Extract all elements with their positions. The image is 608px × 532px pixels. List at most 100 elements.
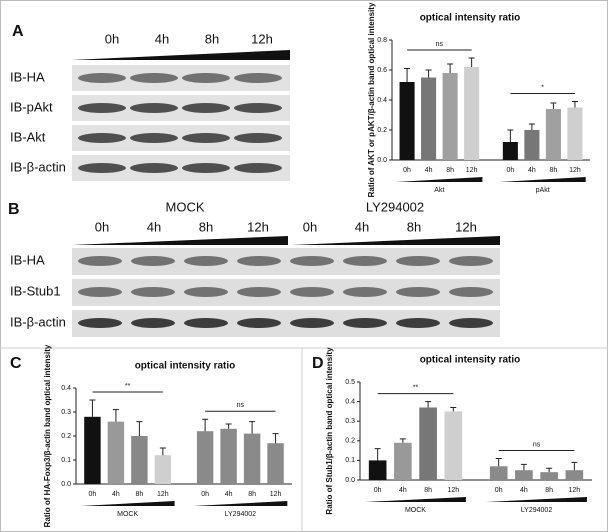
x-tick-label: 12h xyxy=(569,167,581,174)
x-tick-label: 8h xyxy=(424,487,432,494)
y-axis-label: Ratio of HA-Foxp3/β-actin band optical i… xyxy=(43,344,52,527)
annotation: ns xyxy=(237,402,245,409)
error-bar xyxy=(272,433,279,444)
y-tick-label: 0.2 xyxy=(377,127,387,134)
group-label: MOCK xyxy=(117,511,138,518)
lane-label: 12h xyxy=(247,219,269,234)
group-label: LY294002 xyxy=(366,199,424,214)
band xyxy=(234,103,282,113)
row-label: IB-Akt xyxy=(10,129,46,144)
band xyxy=(78,133,126,143)
band xyxy=(343,256,387,266)
y-tick-label: 0.0 xyxy=(345,477,355,484)
band xyxy=(182,73,230,83)
error-bar xyxy=(159,447,166,456)
x-tick-label: 12h xyxy=(270,491,282,498)
bar xyxy=(442,73,458,160)
x-tick-label: 4h xyxy=(399,487,407,494)
y-tick-label: 0.3 xyxy=(345,418,355,425)
band xyxy=(237,256,281,266)
bar xyxy=(368,460,387,480)
y-tick-label: 0.0 xyxy=(61,481,71,488)
band xyxy=(182,133,230,143)
x-tick-label: 4h xyxy=(520,487,528,494)
bar xyxy=(220,428,237,484)
x-tick-label: 8h xyxy=(135,491,143,498)
error-bar xyxy=(225,423,232,429)
y-tick-label: 0.4 xyxy=(377,97,387,104)
group-label: MOCK xyxy=(166,199,205,214)
lane-label: 4h xyxy=(147,219,161,234)
x-tick-label: 8h xyxy=(446,167,454,174)
band xyxy=(234,163,282,173)
group-label: pAkt xyxy=(536,187,550,194)
panel-label: A xyxy=(12,23,24,40)
chart-title: optical intensity ratio xyxy=(135,361,236,372)
band xyxy=(130,73,178,83)
band xyxy=(184,318,228,328)
bar xyxy=(565,470,584,480)
band xyxy=(78,163,126,173)
x-tick-label: 8h xyxy=(545,487,553,494)
error-bar xyxy=(447,63,454,73)
y-tick-label: 0.6 xyxy=(377,67,387,74)
bar xyxy=(196,431,214,484)
x-tick-label: 8h xyxy=(248,491,256,498)
y-axis-label: Ratio of AKT or pAKT/β-actin band optica… xyxy=(367,2,376,197)
bar xyxy=(567,107,583,160)
band xyxy=(78,103,126,113)
band xyxy=(130,133,178,143)
group-label: Akt xyxy=(434,187,444,194)
y-tick-label: 0.3 xyxy=(61,409,71,416)
annotation: * xyxy=(541,84,544,91)
group-label: MOCK xyxy=(405,507,426,514)
wedge xyxy=(80,501,175,506)
error-bar xyxy=(202,418,209,432)
lane-label: 8h xyxy=(407,219,421,234)
wedge xyxy=(499,177,586,182)
bar xyxy=(419,407,437,480)
group-label: LY294002 xyxy=(225,511,257,518)
band xyxy=(237,287,281,297)
y-tick-label: 0.1 xyxy=(61,457,71,464)
band xyxy=(184,287,228,297)
error-bar xyxy=(520,463,527,471)
wedge xyxy=(486,497,587,502)
lane-label: 0h xyxy=(303,219,317,234)
chart-title: optical intensity ratio xyxy=(420,13,521,24)
bar xyxy=(545,109,561,160)
y-tick-label: 0.4 xyxy=(61,385,71,392)
error-bar xyxy=(136,421,143,436)
band xyxy=(182,163,230,173)
row-label: IB-Stub1 xyxy=(10,283,61,298)
bar xyxy=(107,421,125,484)
lane-label: 4h xyxy=(155,31,169,46)
band xyxy=(131,318,175,328)
group-label: LY294002 xyxy=(521,507,553,514)
annotation: ** xyxy=(125,383,131,390)
x-tick-label: 12h xyxy=(447,487,459,494)
band xyxy=(131,256,175,266)
error-bar xyxy=(425,69,432,78)
row-label: IB-pAkt xyxy=(10,99,53,114)
lane-label: 0h xyxy=(105,31,119,46)
band xyxy=(78,256,122,266)
band xyxy=(234,73,282,83)
band xyxy=(396,287,440,297)
bar xyxy=(84,416,101,484)
lane-label: 8h xyxy=(205,31,219,46)
bar xyxy=(394,442,412,480)
x-tick-label: 4h xyxy=(225,491,233,498)
error-bar xyxy=(528,123,535,130)
panel-label: D xyxy=(312,355,324,372)
error-bar xyxy=(399,438,406,443)
annotation: ns xyxy=(533,441,541,448)
y-tick-label: 0.8 xyxy=(377,37,387,44)
bar xyxy=(464,67,480,160)
bar xyxy=(489,466,508,480)
row-label: IB-HA xyxy=(10,69,45,84)
y-tick-label: 0.2 xyxy=(61,433,71,440)
bar xyxy=(421,77,437,160)
y-tick-label: 0.1 xyxy=(345,457,355,464)
lane-label: 8h xyxy=(199,219,213,234)
